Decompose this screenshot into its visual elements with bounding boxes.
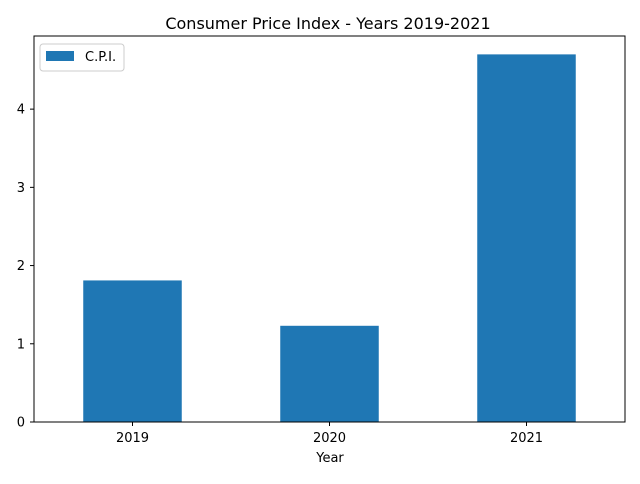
- y-tick-label: 1: [17, 337, 25, 352]
- y-tick-label: 3: [17, 181, 25, 196]
- chart-title: Consumer Price Index - Years 2019-2021: [165, 14, 490, 33]
- bar-2019: [83, 280, 182, 422]
- x-tick-label-2021: 2021: [510, 431, 543, 446]
- legend: C.P.I.: [39, 43, 125, 72]
- x-axis-label: Year: [315, 451, 344, 466]
- legend-box: [39, 43, 125, 72]
- bar-2020: [280, 325, 379, 422]
- bar-2021: [477, 54, 576, 422]
- y-axis: 0 1 2 3 4: [17, 103, 34, 431]
- y-tick-label: 2: [17, 259, 25, 274]
- bars-layer: [83, 54, 576, 422]
- x-tick-label-2020: 2020: [313, 431, 346, 446]
- legend-swatch: [46, 51, 74, 61]
- y-tick-label: 4: [17, 103, 25, 118]
- legend-entry-cpi: C.P.I.: [85, 50, 116, 65]
- x-tick-label-2019: 2019: [116, 431, 149, 446]
- y-tick-label: 0: [17, 416, 25, 431]
- x-axis: 2019 2020 2021: [116, 422, 543, 446]
